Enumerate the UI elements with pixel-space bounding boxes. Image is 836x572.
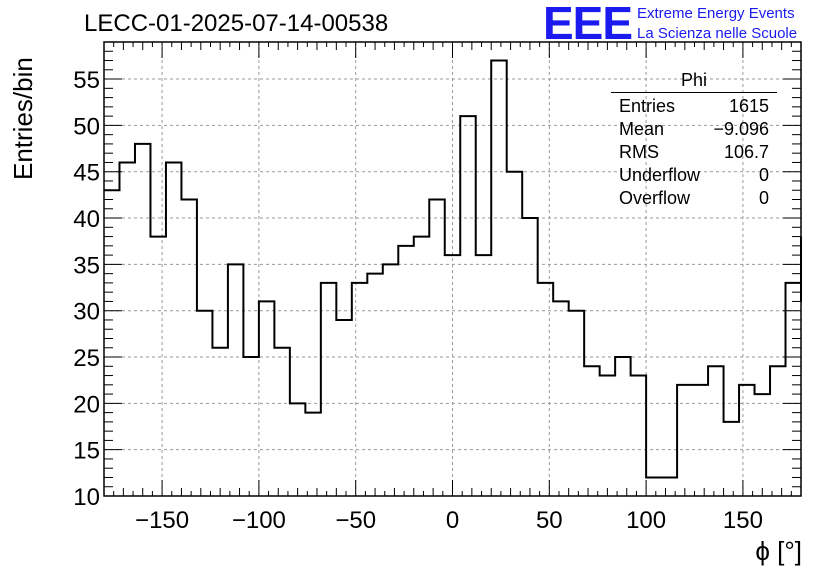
x-tick-label: 100: [626, 507, 666, 534]
y-tick-label: 35: [73, 252, 100, 279]
y-tick-label: 25: [73, 345, 100, 372]
y-tick-label: 10: [73, 484, 100, 511]
y-tick-label: 15: [73, 438, 100, 465]
stats-label: Entries: [619, 96, 676, 116]
histogram-bin: [538, 283, 553, 496]
histogram-bin: [522, 218, 537, 496]
histogram-bin: [770, 366, 785, 496]
histogram-bin: [600, 376, 615, 496]
histogram-bin: [290, 403, 305, 496]
x-tick-labels: −150 −100 −50 0 50 100 150: [135, 507, 763, 534]
logo-caption-line2: La Scienza nelle Scuole: [637, 25, 798, 42]
histogram-bin: [646, 477, 661, 496]
y-tick-label: 55: [73, 67, 100, 94]
histogram-bin: [693, 385, 708, 496]
y-axis-label: Entries/bin: [8, 57, 38, 180]
histogram-bin: [228, 264, 243, 496]
histogram-bin: [321, 283, 336, 496]
histogram-step-line: [104, 59, 802, 479]
histogram-bin: [786, 283, 801, 496]
histogram-bin: [336, 320, 351, 496]
histogram-bin: [352, 283, 367, 496]
histogram-bin: [460, 116, 475, 496]
stats-row-underflow: Underflow 0: [611, 164, 777, 187]
histogram-bin: [569, 311, 584, 496]
stats-value: −9.096: [713, 119, 769, 139]
stats-row-rms: RMS 106.7: [611, 141, 777, 164]
histogram-bin: [135, 144, 150, 496]
histogram-bin: [429, 200, 444, 496]
histogram-bin: [212, 348, 227, 496]
x-tick-label: 50: [536, 507, 563, 534]
stats-row-overflow: Overflow 0: [611, 187, 777, 210]
y-tick-label: 45: [73, 160, 100, 187]
histogram-bin: [491, 61, 506, 496]
histogram-bin: [476, 255, 491, 496]
x-tick-label: 150: [723, 507, 763, 534]
y-tick-label: 20: [73, 391, 100, 418]
x-axis-label: ϕ [°]: [755, 536, 802, 566]
y-tick-label: 50: [73, 113, 100, 140]
histogram-bin: [197, 311, 212, 496]
histogram-bin: [677, 385, 692, 496]
histogram-bin: [274, 348, 289, 496]
histogram-bin: [243, 357, 258, 496]
stats-value: 106.7: [723, 142, 769, 162]
histogram-bin: [166, 162, 181, 496]
stats-row-mean: Mean −9.096: [611, 118, 777, 141]
histogram-bin: [755, 394, 770, 496]
stats-box-title: Phi: [611, 70, 777, 93]
logo-caption-line1: Extreme Energy Events: [637, 5, 795, 22]
histogram-bin: [259, 301, 274, 496]
histogram-bin: [739, 385, 754, 496]
histogram-bin: [398, 246, 413, 496]
histogram-bin: [615, 357, 630, 496]
histogram-bin: [553, 301, 568, 496]
x-tick-label: −50: [335, 507, 376, 534]
stats-label: RMS: [619, 142, 659, 162]
x-tick-label: 0: [446, 507, 459, 534]
y-tick-labels: 10 15 20 25 30 35 40 45 50 55: [73, 67, 100, 511]
stats-label: Underflow: [619, 165, 701, 185]
histogram-bin: [119, 162, 134, 496]
histogram-bin: [150, 237, 165, 496]
stats-value: 1615: [728, 96, 769, 116]
histogram-bin: [414, 237, 429, 496]
histogram-bin: [383, 264, 398, 496]
histogram-bin: [181, 200, 196, 496]
stats-row-entries: Entries 1615: [611, 95, 777, 118]
x-tick-label: −100: [232, 507, 286, 534]
chart-title: LECC-01-2025-07-14-00538: [84, 10, 389, 37]
stats-label: Overflow: [619, 188, 691, 208]
stats-value: 0: [758, 188, 769, 208]
stats-box: Phi Entries 1615 Mean −9.096 RMS 106.7 U…: [611, 70, 777, 210]
eee-logo: EEE: [543, 0, 633, 49]
y-tick-label: 30: [73, 299, 100, 326]
histogram-bin: [584, 366, 599, 496]
histogram-bin: [631, 376, 646, 496]
stats-value: 0: [758, 165, 769, 185]
histogram-bin: [445, 255, 460, 496]
plot-frame: [103, 41, 802, 497]
y-tick-label: 40: [73, 206, 100, 233]
grid-lines: [104, 42, 801, 497]
x-tick-label: −150: [135, 507, 189, 534]
histogram-bin: [367, 274, 382, 496]
stats-label: Mean: [619, 119, 665, 139]
eee-logo-caption: Extreme Energy Events La Scienza nelle S…: [637, 4, 797, 44]
histogram-bin: [305, 413, 320, 496]
histogram-bin: [507, 172, 522, 496]
histogram-bin: [724, 422, 739, 496]
axis-ticks: [104, 41, 801, 496]
histogram-bin: [708, 366, 723, 496]
